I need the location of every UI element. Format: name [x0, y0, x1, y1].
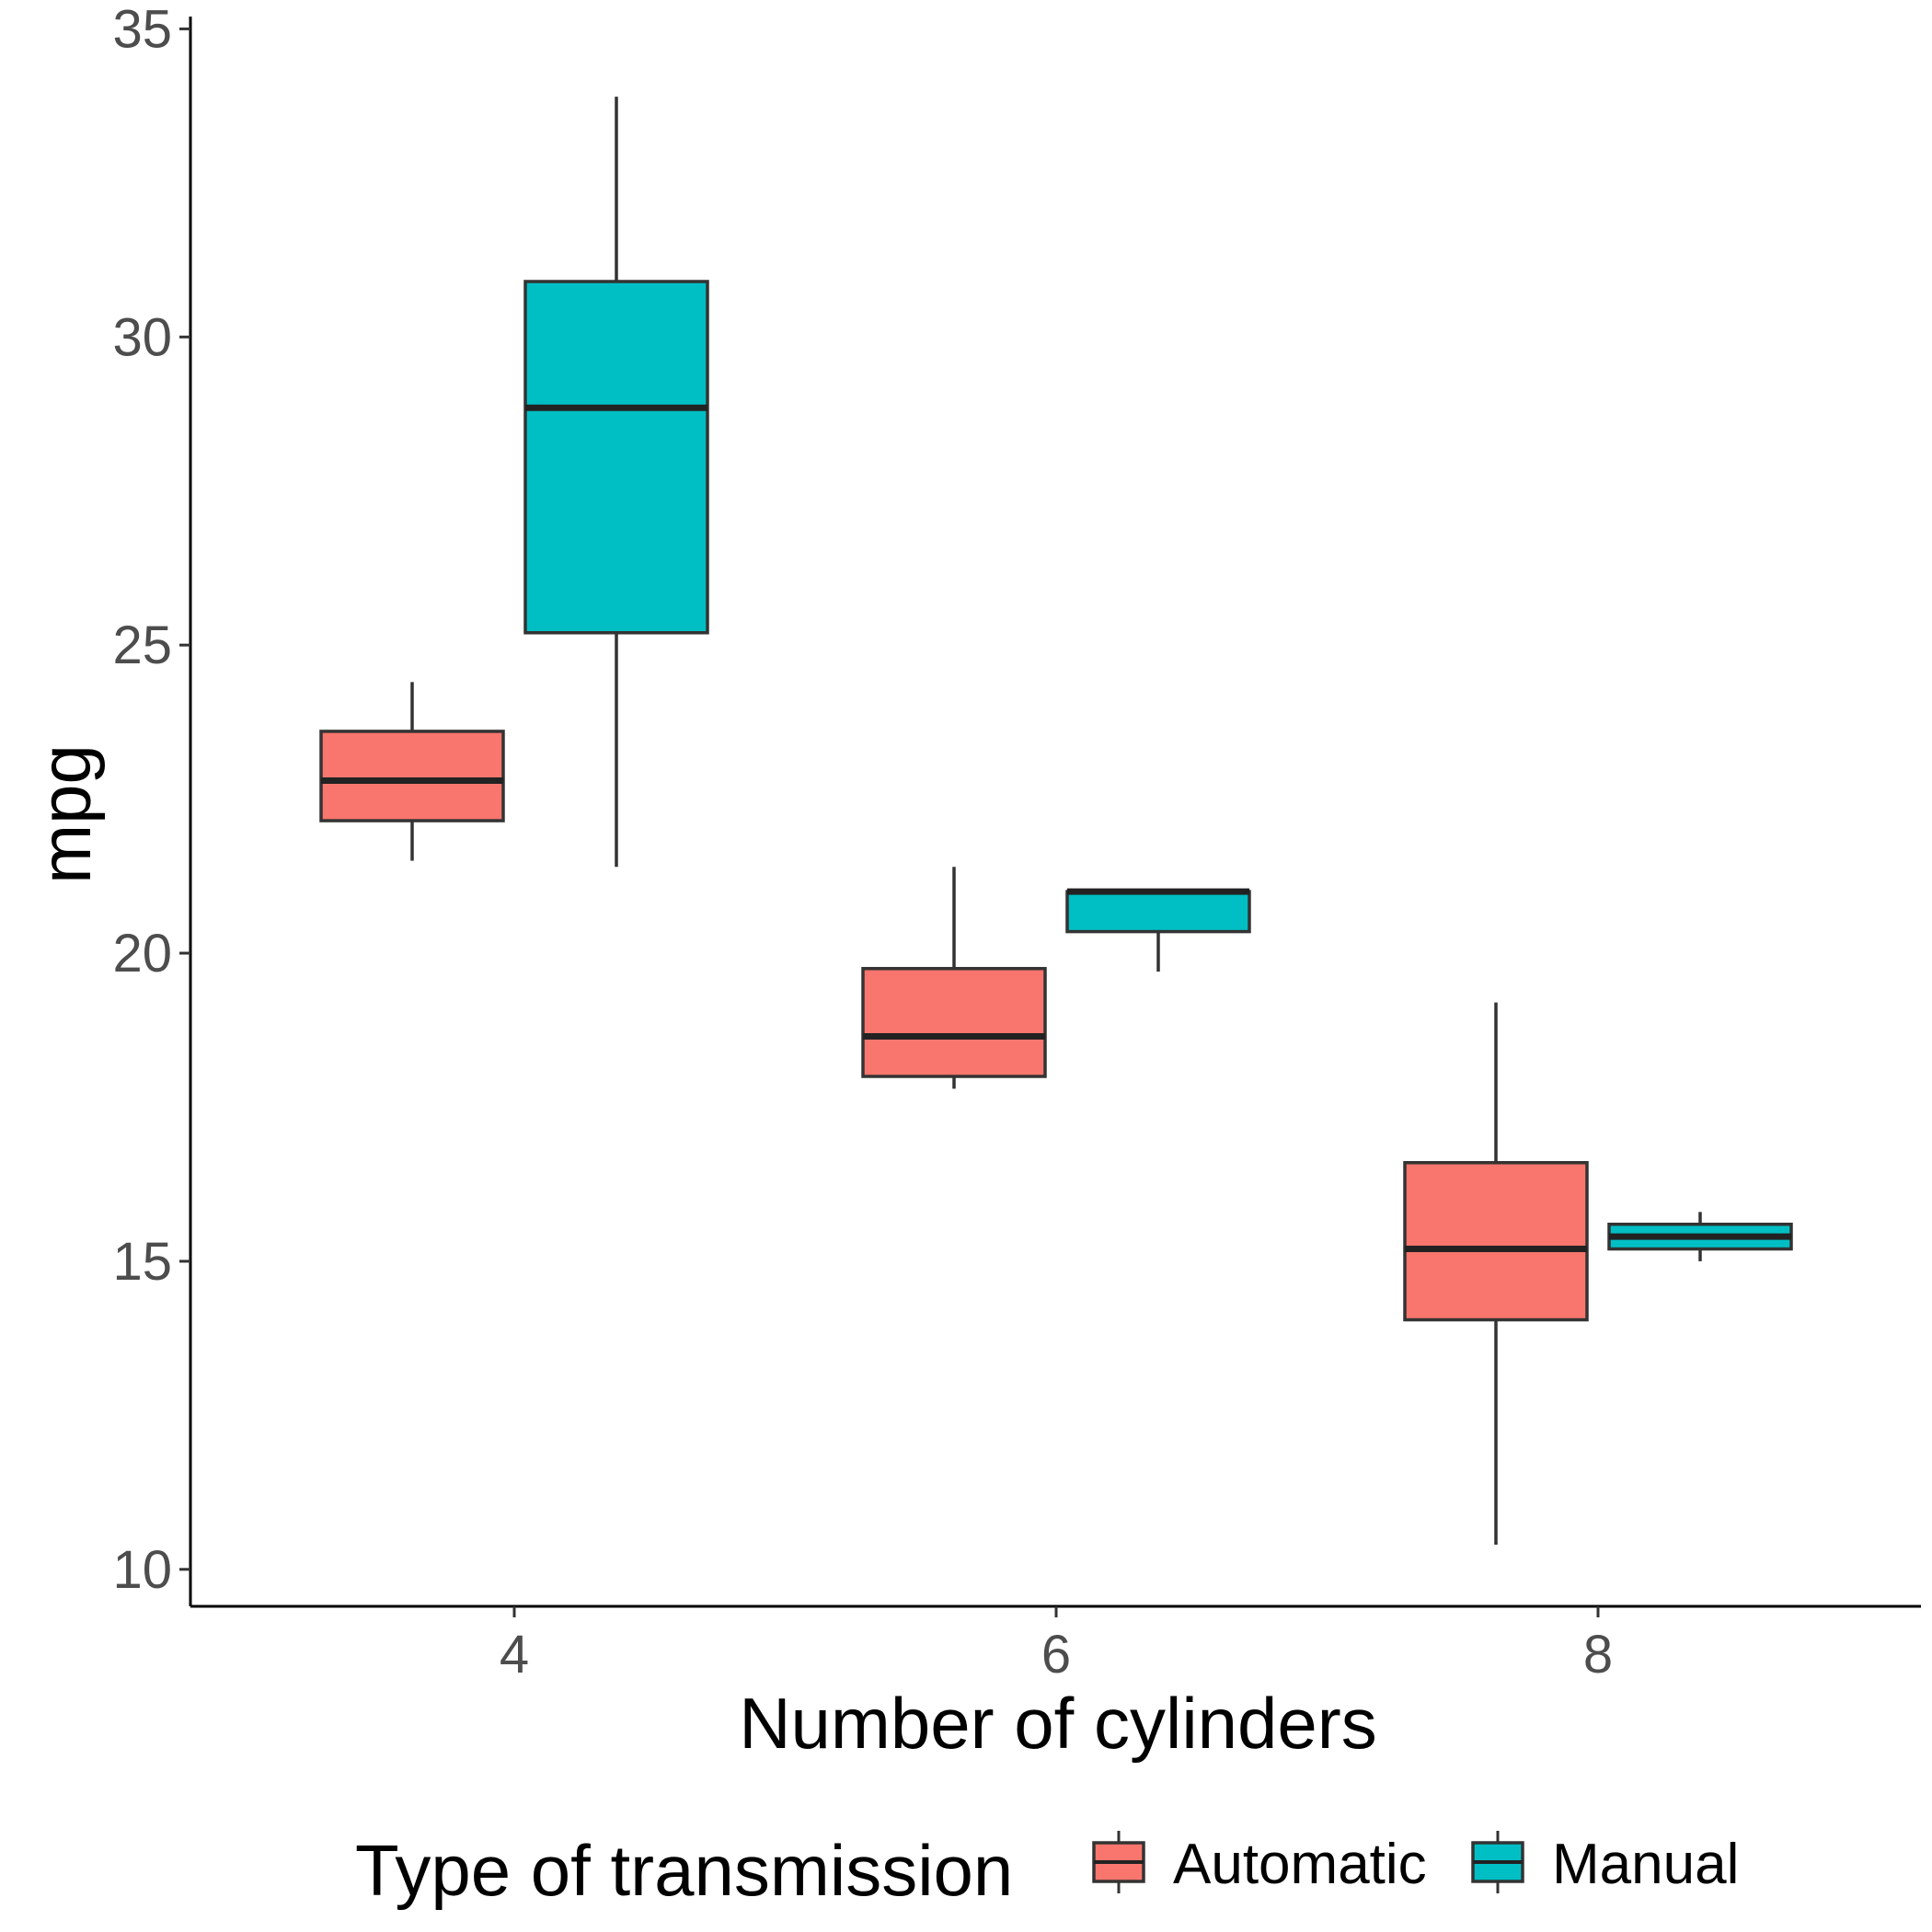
box-body — [1403, 1161, 1589, 1322]
x-tick-label: 6 — [1041, 1625, 1071, 1685]
box-automatic-8 — [1403, 1002, 1589, 1546]
box-manual-8 — [1607, 1212, 1793, 1261]
legend-item-automatic: Automatic — [1092, 1831, 1427, 1896]
box-automatic-6 — [861, 867, 1047, 1089]
box-body — [861, 967, 1047, 1078]
y-tick-label: 30 — [112, 307, 172, 367]
legend-title: Type of transmission — [355, 1830, 1013, 1911]
x-tick-label: 8 — [1583, 1625, 1613, 1685]
plot-area — [319, 97, 1793, 1546]
x-axis-title: Number of cylinders — [739, 1683, 1377, 1764]
x-tick-label: 4 — [500, 1625, 529, 1685]
y-tick-label: 15 — [112, 1232, 172, 1292]
box-body — [1065, 890, 1251, 934]
y-axis-ticks: 10 15 20 25 30 35 — [112, 0, 190, 1600]
box-manual-6 — [1065, 888, 1251, 972]
y-tick-label: 25 — [112, 615, 172, 675]
legend-label: Automatic — [1173, 1833, 1427, 1896]
legend-items: Automatic Manual — [1092, 1831, 1739, 1896]
box-body — [319, 730, 505, 822]
box-automatic-4 — [319, 682, 505, 861]
y-tick-label: 10 — [112, 1540, 172, 1600]
x-axis-ticks: 4 6 8 — [500, 1606, 1613, 1685]
y-tick-label: 20 — [112, 924, 172, 983]
y-tick-label: 35 — [112, 0, 172, 59]
y-axis-title: mpg — [25, 744, 106, 884]
legend: Type of transmission Automatic Manual — [355, 1830, 1739, 1911]
box-body — [523, 280, 709, 635]
legend-label: Manual — [1552, 1833, 1739, 1896]
box-manual-4 — [523, 97, 709, 868]
legend-item-manual: Manual — [1471, 1831, 1739, 1896]
